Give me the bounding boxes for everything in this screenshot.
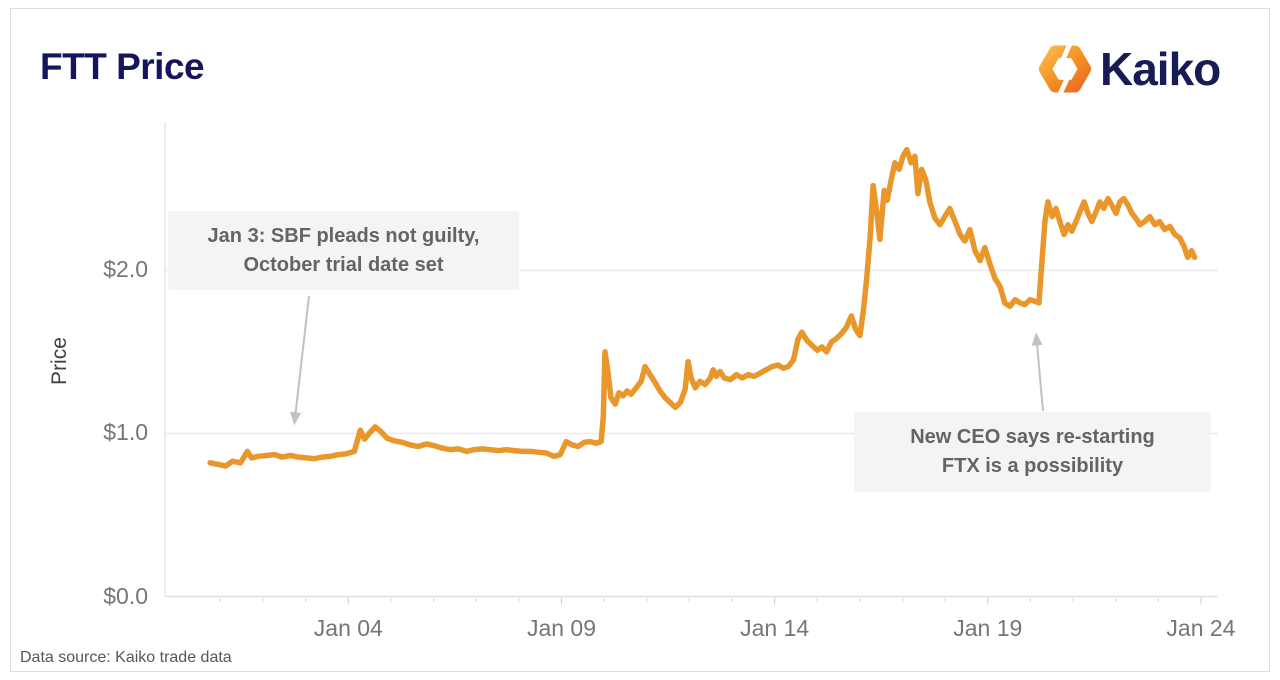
y-tick-label: $0.0 (103, 582, 148, 609)
x-tick-label: Jan 09 (526, 615, 596, 641)
page-title: FTT Price (40, 46, 205, 87)
annotation-arrow (294, 295, 310, 416)
chart-card (10, 8, 1270, 672)
annotation-line: New CEO says re-starting (910, 426, 1155, 448)
data-source-note: Data source: Kaiko trade data (20, 649, 232, 666)
y-tick-label: $1.0 (103, 419, 148, 446)
annotation-arrowhead (290, 411, 302, 426)
price-line (207, 146, 1198, 469)
y-axis-title: Price (48, 337, 71, 385)
annotation-arrowhead (1031, 332, 1043, 346)
kaiko-logo: Kaiko (1036, 38, 1246, 100)
annotation-new-ceo: New CEO says re-starting FTX is a possib… (854, 412, 1211, 492)
kaiko-logo-icon (1038, 38, 1092, 100)
x-tick-label: Jan 04 (313, 615, 383, 641)
annotation-line: Jan 3: SBF pleads not guilty, (207, 224, 480, 247)
annotation-sbf-pleads: Jan 3: SBF pleads not guilty, October tr… (168, 211, 519, 290)
annotation-arrow (1035, 342, 1044, 412)
kaiko-wordmark: Kaiko (1100, 43, 1221, 95)
x-tick-label: Jan 24 (1166, 615, 1236, 641)
annotation-line: October trial date set (243, 253, 444, 276)
y-tick-label: $2.0 (103, 256, 148, 283)
x-tick-label: Jan 19 (953, 615, 1023, 641)
x-tick-label: Jan 14 (740, 615, 810, 641)
annotation-line: FTX is a possibility (941, 455, 1124, 477)
